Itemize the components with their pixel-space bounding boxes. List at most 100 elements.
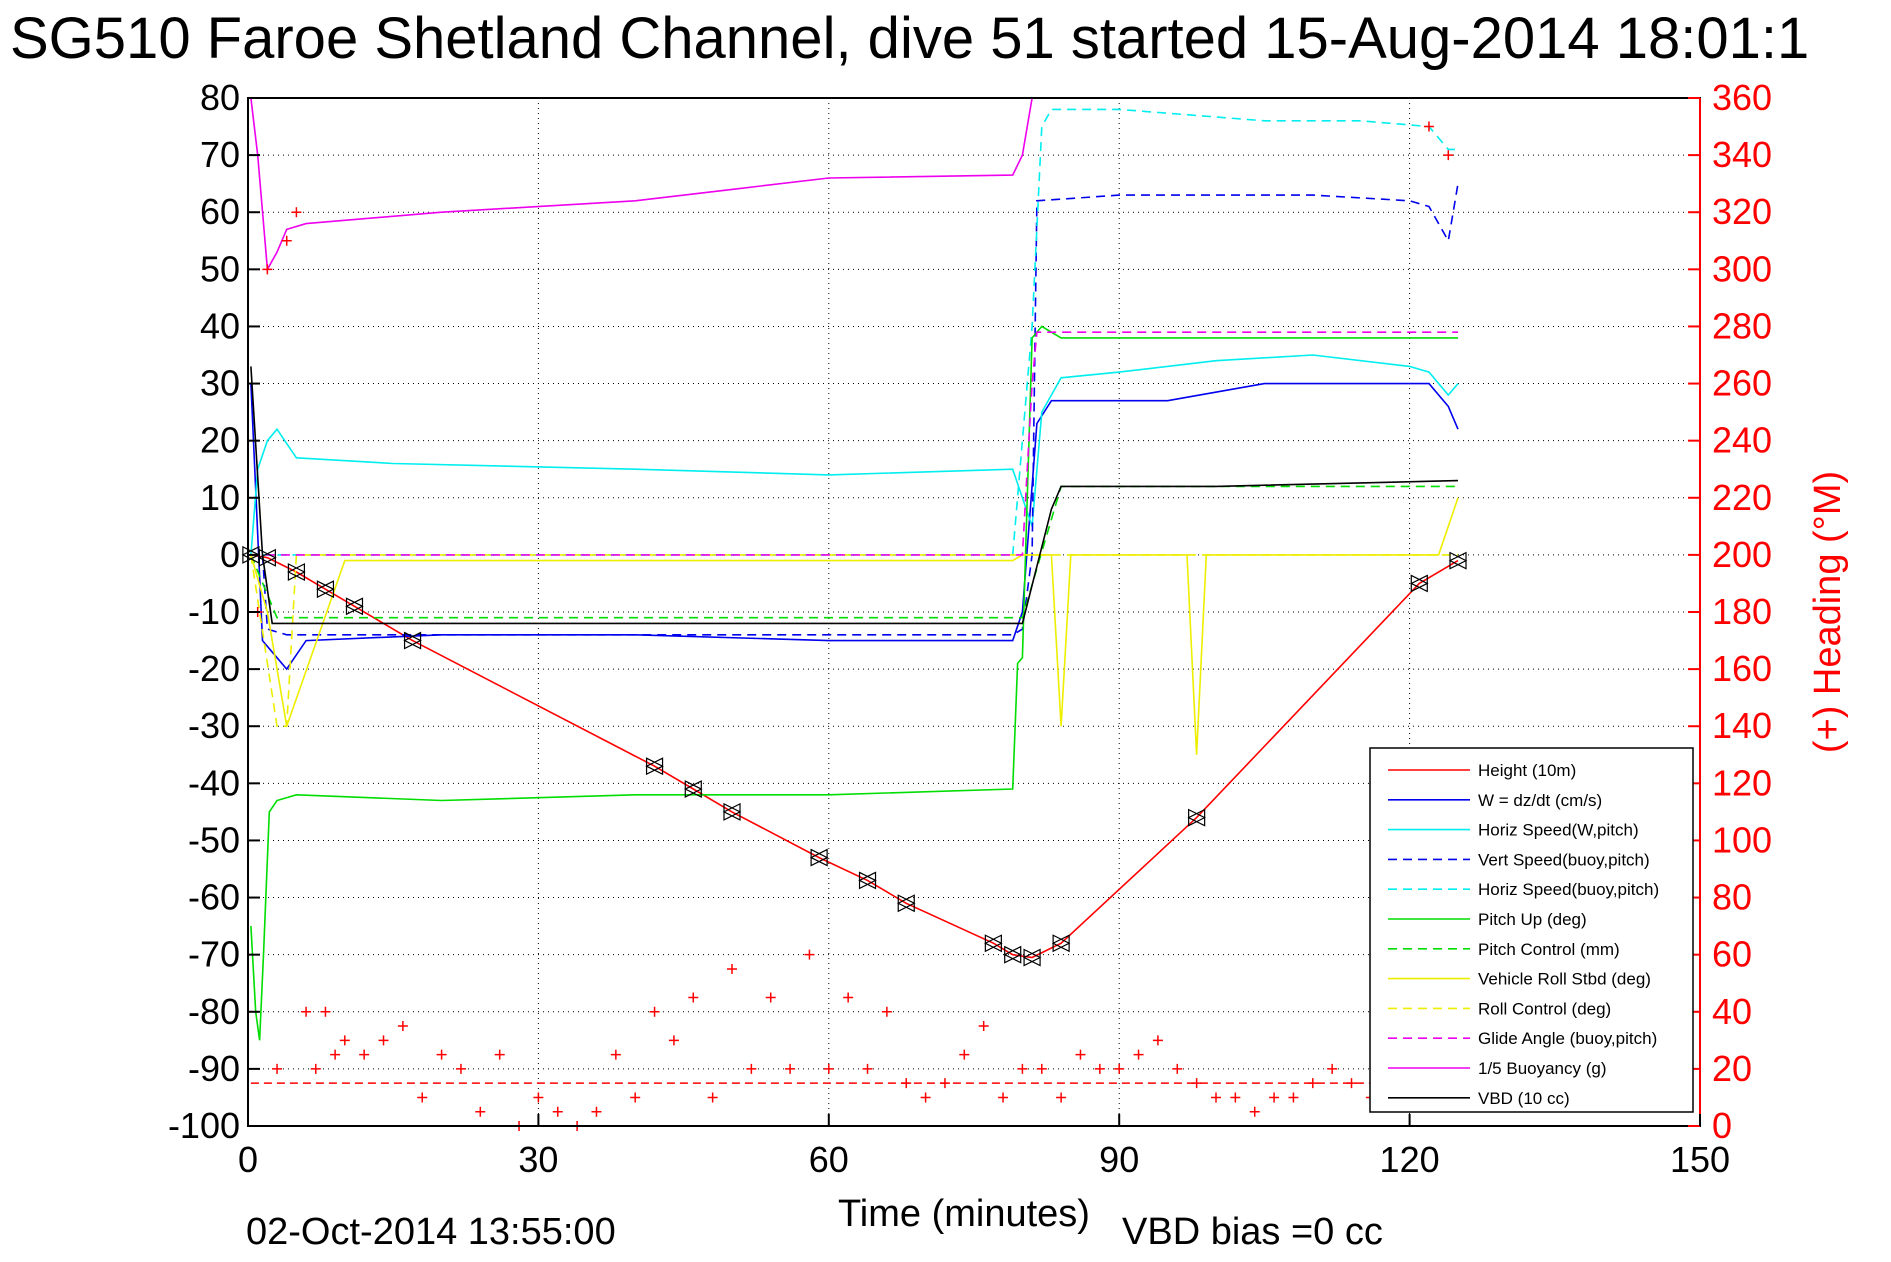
series-line-9: [250, 331, 1458, 556]
y-left-tick-label: 30: [200, 363, 240, 404]
y-right-tick-label: 60: [1712, 934, 1752, 975]
height-marker: [809, 848, 829, 867]
heading-marker: [291, 207, 302, 218]
heading-marker: [823, 1063, 834, 1074]
y-left-tick-label: -80: [188, 991, 240, 1032]
heading-marker: [339, 1035, 350, 1046]
y-left-tick-label: 20: [200, 420, 240, 461]
legend-entry: Glide Angle (buoy,pitch): [1478, 1029, 1657, 1048]
heading-marker: [649, 1006, 660, 1017]
chart-title: SG510 Faroe Shetland Channel, dive 51 st…: [10, 6, 1809, 71]
heading-marker: [765, 992, 776, 1003]
heading-marker: [320, 1006, 331, 1017]
y-left-tick-label: -20: [188, 648, 240, 689]
legend: Height (10m) W = dz/dt (cm/s) Horiz Speed(…: [1369, 747, 1694, 1113]
y-right-axis-label: (+) Heading (°M): [1807, 471, 1849, 753]
height-marker: [1051, 934, 1071, 953]
series-line-1: [250, 382, 1459, 671]
heading-marker: [475, 1106, 486, 1117]
y-left-tick-label: -90: [188, 1048, 240, 1089]
series-line-3: [261, 183, 1459, 636]
y-right-tick-label: 280: [1712, 305, 1772, 346]
height-marker: [1003, 945, 1023, 964]
height-marker: [1187, 808, 1206, 827]
heading-marker: [1075, 1049, 1086, 1060]
y-right-tick-label: 360: [1712, 77, 1772, 118]
x-tick-label: 150: [1670, 1139, 1730, 1180]
series-line-8: [250, 554, 1458, 728]
heading-marker: [1307, 1078, 1318, 1089]
heading-marker: [727, 963, 737, 974]
heading-marker: [397, 1021, 408, 1032]
legend-entry: Height (10m): [1478, 761, 1576, 780]
heading-marker: [843, 992, 854, 1003]
series-line-2: [250, 354, 1459, 555]
legend-entry: Horiz Speed(W,pitch): [1478, 821, 1639, 840]
height-marker: [1022, 948, 1042, 967]
y-right-tick-label: 180: [1712, 591, 1772, 632]
x-tick-label: 0: [238, 1139, 258, 1180]
x-tick-label: 120: [1380, 1139, 1440, 1180]
height-marker: [1448, 551, 1468, 570]
y-left-tick-label: 10: [200, 477, 240, 518]
legend-entry: Pitch Control (mm): [1478, 940, 1620, 959]
legend-entry: Vert Speed(buoy,pitch): [1478, 850, 1650, 869]
heading-marker: [1017, 1063, 1028, 1074]
heading-marker: [901, 1078, 912, 1089]
y-right-tick-label: 240: [1712, 420, 1772, 461]
x-axis-label: Time (minutes): [838, 1193, 1090, 1235]
heading-marker: [533, 1092, 544, 1103]
heading-marker: [610, 1049, 621, 1060]
y-right-tick-label: 260: [1712, 363, 1772, 404]
heading-marker: [1269, 1092, 1280, 1103]
heading-marker: [591, 1106, 602, 1117]
x-tick-label: 30: [518, 1139, 558, 1180]
heading-marker: [552, 1106, 563, 1117]
y-left-tick-label: 60: [200, 191, 240, 232]
heading-marker: [281, 235, 292, 246]
heading-marker: [1172, 1063, 1183, 1074]
heading-marker: [804, 949, 815, 960]
heading-marker: [494, 1049, 505, 1060]
heading-marker: [310, 1063, 321, 1074]
series-line-10: [250, 97, 1033, 272]
legend-entry: W = dz/dt (cm/s): [1478, 791, 1602, 810]
heading-marker: [978, 1021, 989, 1032]
heading-marker: [1249, 1106, 1260, 1117]
height-marker: [858, 871, 877, 890]
heading-marker: [272, 1063, 283, 1074]
y-left-tick-label: -40: [188, 762, 240, 803]
heading-marker: [301, 1006, 312, 1017]
heading-marker: [1288, 1092, 1299, 1103]
heading-marker: [862, 1063, 873, 1074]
heading-markers: [252, 121, 1454, 1131]
x-axis: 0 30 60 90 120 150: [238, 1114, 1730, 1180]
heading-marker: [1443, 150, 1454, 161]
y-left-tick-label: 50: [200, 248, 240, 289]
y-right-tick-label: 140: [1712, 705, 1772, 746]
heading-marker: [1036, 1063, 1047, 1074]
legend-entry: VBD (10 cc): [1478, 1089, 1570, 1108]
heading-marker: [1346, 1078, 1357, 1089]
y-left-tick-label: -100: [168, 1105, 240, 1146]
heading-marker: [688, 992, 699, 1003]
legend-box: [1369, 747, 1694, 1113]
height-marker: [345, 597, 364, 616]
heading-marker: [1230, 1092, 1241, 1103]
height-marker: [645, 757, 664, 776]
series-line-11: [250, 366, 1459, 625]
height-marker: [722, 802, 742, 821]
y-left-tick-label: -60: [188, 877, 240, 918]
y-left-tick-label: -50: [188, 819, 240, 860]
timestamp-footer: 02-Oct-2014 13:55:00: [246, 1211, 616, 1253]
y-left-tick-label: -10: [188, 591, 240, 632]
heading-marker: [262, 264, 273, 275]
series-line-0: [250, 554, 1459, 959]
y-right-tick-label: 100: [1712, 819, 1772, 860]
y-left-tick-label: 70: [200, 134, 240, 175]
series-line-6: [250, 485, 1458, 619]
height-marker: [896, 894, 916, 913]
heading-marker: [1191, 1078, 1202, 1089]
legend-entry: Vehicle Roll Stbd (deg): [1478, 970, 1651, 989]
height-marker: [403, 631, 422, 650]
